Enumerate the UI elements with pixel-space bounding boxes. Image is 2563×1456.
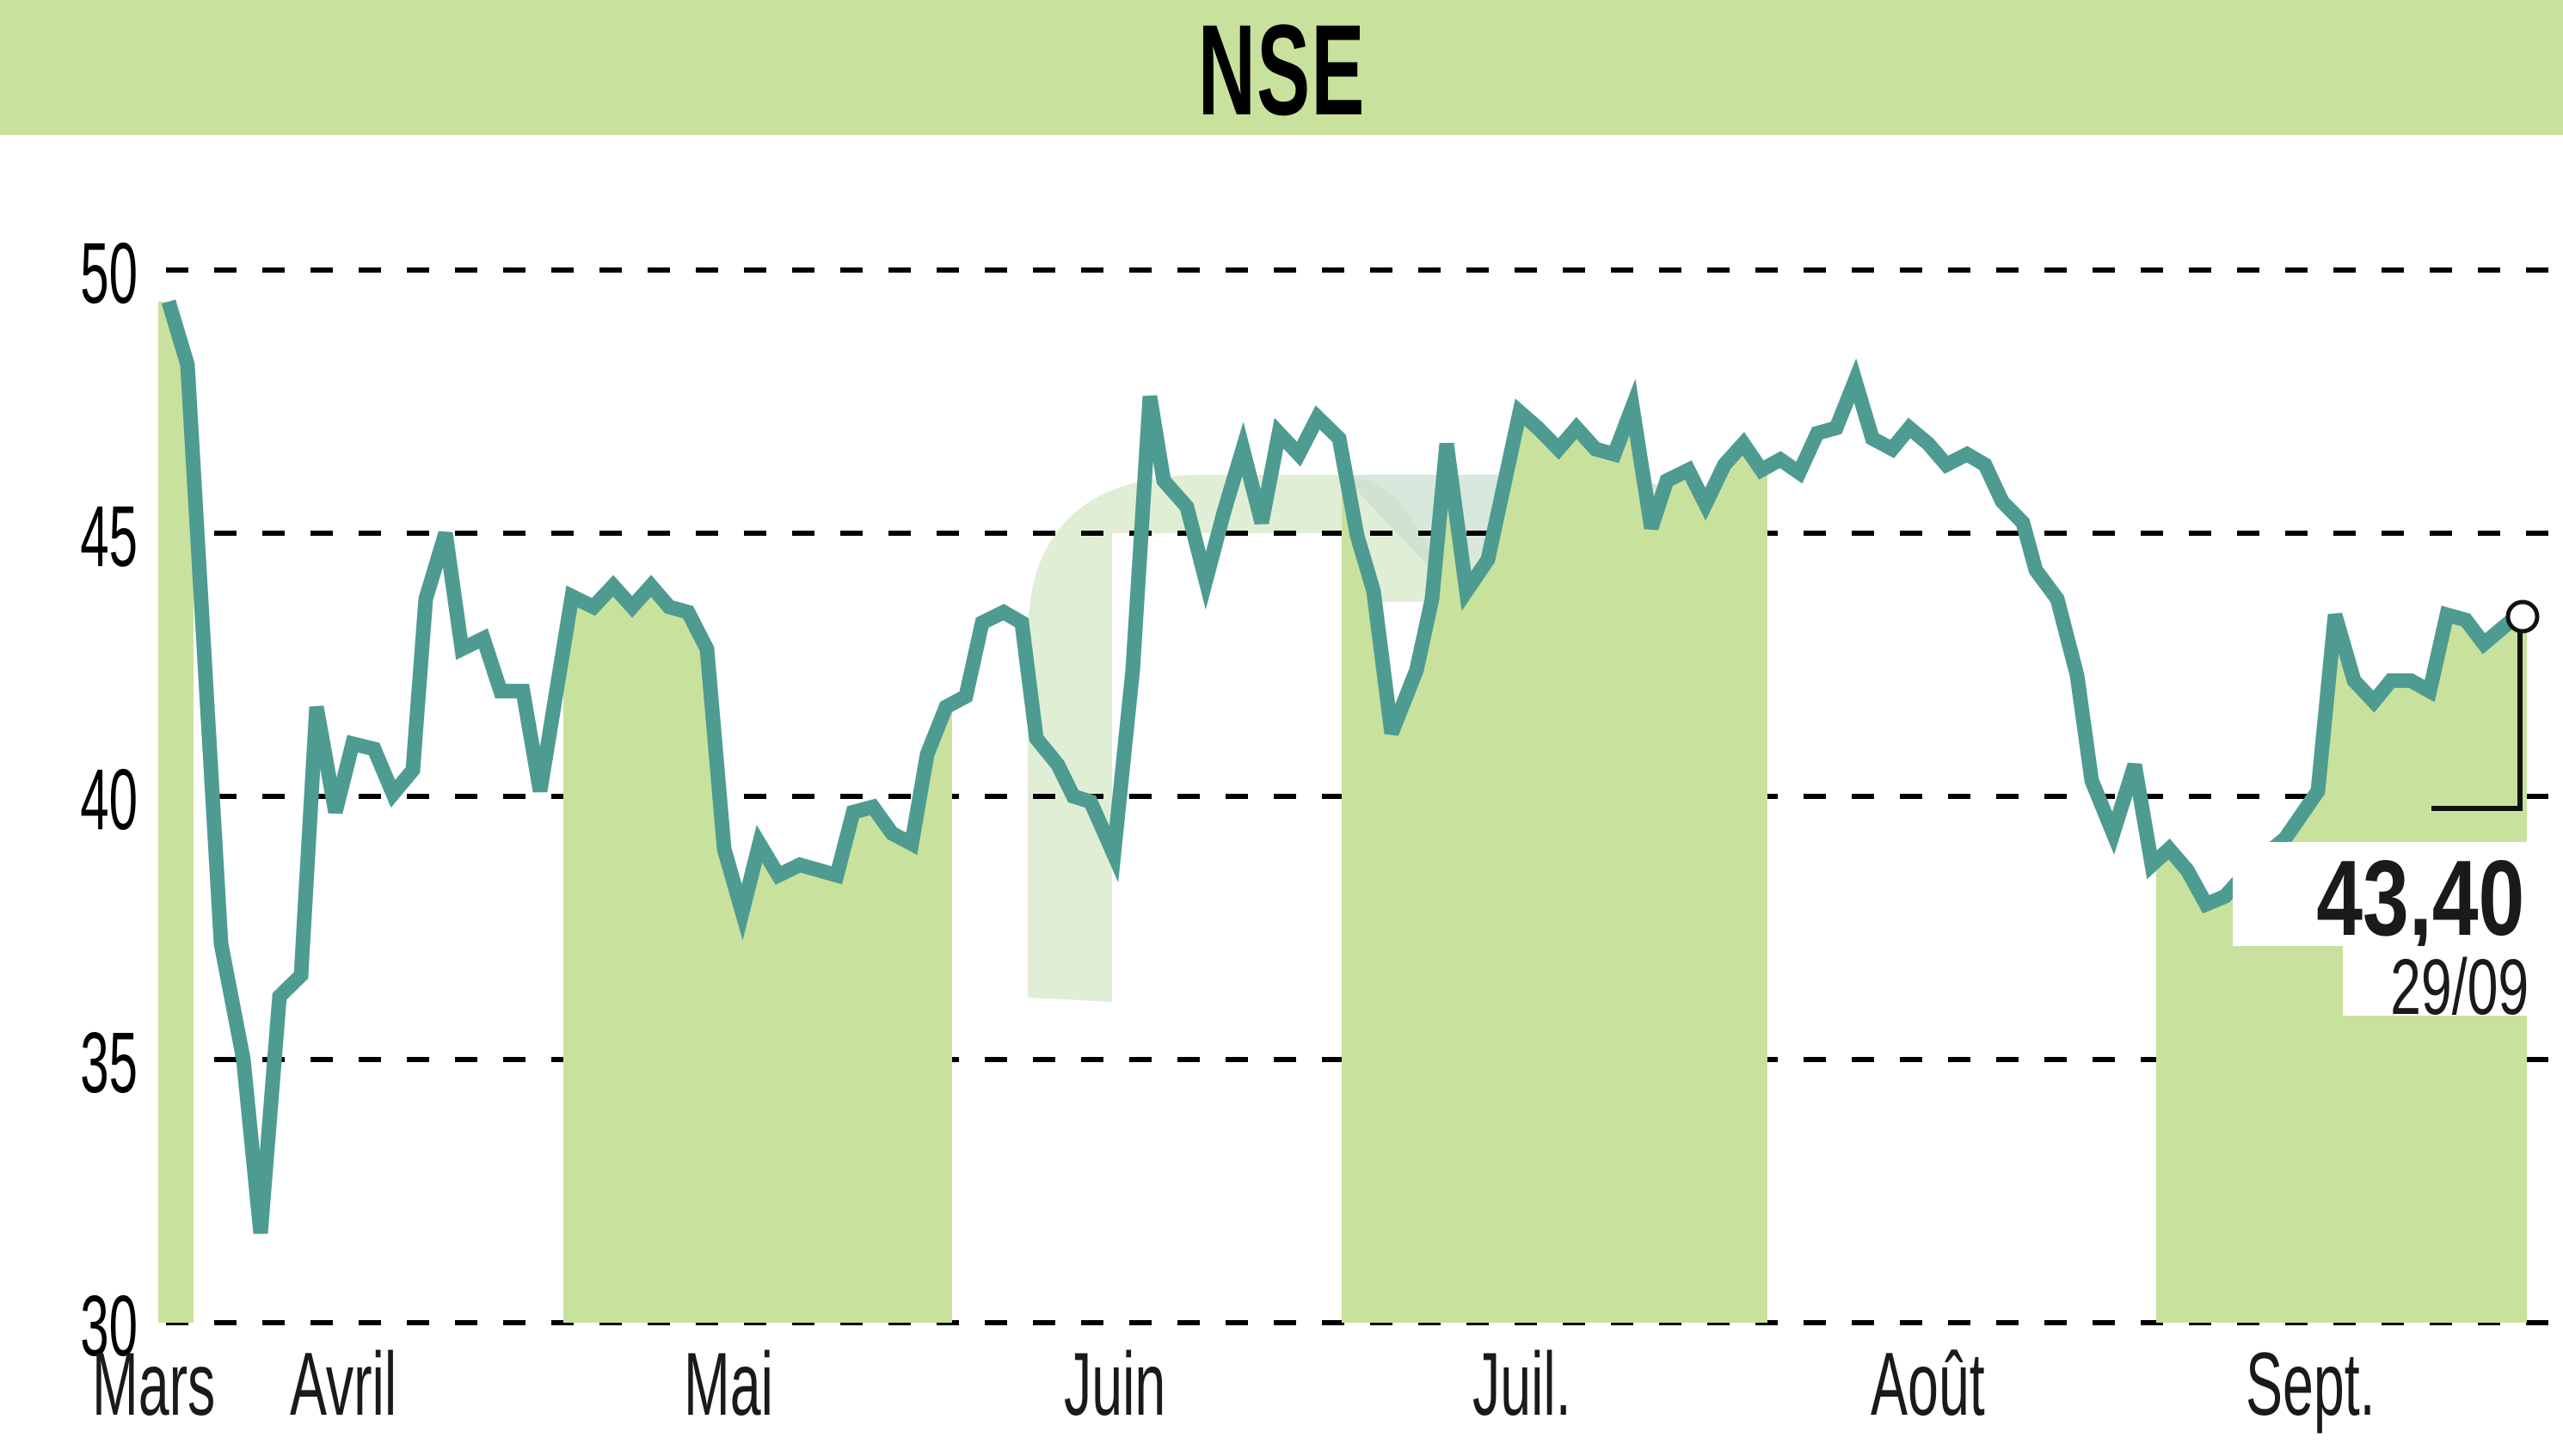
- chart-title: NSE: [0, 0, 2563, 135]
- month-band-1: [563, 586, 952, 1323]
- last-price-box: 43,40: [2233, 842, 2533, 952]
- last-point-circle: [2505, 599, 2540, 634]
- x-label-mars: Mars: [92, 1335, 216, 1434]
- price-line: [161, 299, 2526, 1234]
- y-tick-label-45: 45: [80, 488, 138, 585]
- x-label-mai: Mai: [684, 1335, 773, 1434]
- x-label-avril: Avril: [290, 1335, 397, 1434]
- chart-title-text: NSE: [1197, 0, 1366, 142]
- last-date-box: 29/09: [2343, 946, 2529, 1027]
- title-banner: [0, 0, 2563, 135]
- last-price-value: 43,40: [2315, 839, 2524, 958]
- x-label-juin: Juin: [1064, 1335, 1166, 1434]
- band-area-under-line: [158, 301, 2527, 1324]
- y-tick-label-35: 35: [80, 1015, 138, 1111]
- x-label-aout: Août: [1871, 1335, 1985, 1434]
- last-price-marker: [2431, 599, 2540, 811]
- y-tick-label-50: 50: [80, 225, 138, 322]
- y-tick-label-40: 40: [80, 752, 138, 848]
- x-label-sept: Sept.: [2246, 1335, 2376, 1434]
- x-label-juil: Juil.: [1472, 1335, 1571, 1434]
- month-band-3: [2156, 614, 2527, 1323]
- last-date-value: 29/09: [2389, 943, 2529, 1031]
- y-tick-label-30: 30: [80, 1278, 138, 1374]
- month-band-2: [1342, 407, 1767, 1323]
- month-band-0: [158, 301, 194, 1324]
